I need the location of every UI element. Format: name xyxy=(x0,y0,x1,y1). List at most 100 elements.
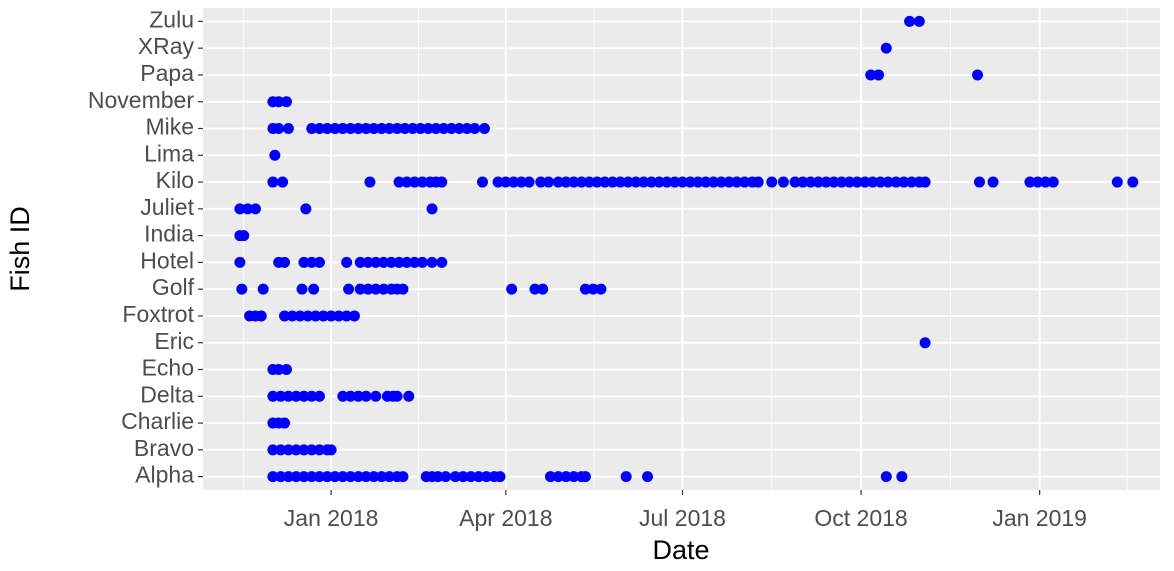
point xyxy=(236,283,248,295)
point xyxy=(919,337,931,349)
point xyxy=(279,310,291,322)
point xyxy=(715,176,727,188)
point xyxy=(368,123,380,134)
point xyxy=(560,471,572,483)
point xyxy=(348,310,360,322)
point xyxy=(445,123,457,134)
point xyxy=(383,471,395,483)
point xyxy=(325,310,337,322)
point xyxy=(438,123,450,134)
point xyxy=(302,310,314,322)
x-tick-label: Jan 2019 xyxy=(992,505,1087,531)
x-tick-label: Oct 2018 xyxy=(814,505,907,531)
point xyxy=(777,176,789,188)
point xyxy=(906,176,918,188)
point xyxy=(529,283,541,295)
point xyxy=(973,176,985,188)
point xyxy=(576,176,588,188)
point xyxy=(255,310,267,322)
point xyxy=(426,256,438,268)
point xyxy=(280,96,292,108)
point xyxy=(290,390,302,402)
x-axis-title: Date xyxy=(652,535,709,565)
point xyxy=(579,471,591,483)
point xyxy=(267,176,279,188)
point xyxy=(859,176,871,188)
point xyxy=(290,471,302,483)
point xyxy=(789,176,801,188)
y-tick-label: Alpha xyxy=(135,462,194,488)
point xyxy=(414,123,426,134)
point xyxy=(820,176,832,188)
point xyxy=(249,203,261,215)
point xyxy=(321,123,333,134)
point xyxy=(436,176,448,188)
point xyxy=(370,283,382,295)
point xyxy=(865,69,877,81)
point xyxy=(851,176,863,188)
point xyxy=(273,96,285,108)
y-tick-label: Mike xyxy=(145,114,194,140)
point xyxy=(898,176,910,188)
point xyxy=(275,390,287,402)
point xyxy=(370,256,382,268)
point xyxy=(544,471,556,483)
point xyxy=(515,176,527,188)
point xyxy=(317,310,329,322)
point xyxy=(364,176,376,188)
point xyxy=(449,471,461,483)
point xyxy=(723,176,735,188)
point xyxy=(378,283,390,295)
point xyxy=(313,390,325,402)
point xyxy=(440,471,452,483)
point xyxy=(298,471,310,483)
point xyxy=(306,256,318,268)
y-tick-label: Echo xyxy=(142,355,194,381)
point xyxy=(368,471,380,483)
point xyxy=(805,176,817,188)
point xyxy=(298,390,310,402)
point xyxy=(308,283,320,295)
point xyxy=(568,176,580,188)
point xyxy=(739,176,751,188)
point xyxy=(843,176,855,188)
point xyxy=(508,176,520,188)
point xyxy=(376,123,388,134)
point xyxy=(341,256,353,268)
x-tick-label: Jan 2018 xyxy=(284,505,379,531)
point xyxy=(378,256,390,268)
point xyxy=(343,283,355,295)
panel xyxy=(203,8,1160,490)
point xyxy=(282,444,294,456)
point xyxy=(362,283,374,295)
point xyxy=(296,283,308,295)
point xyxy=(401,176,413,188)
point xyxy=(453,123,465,134)
point xyxy=(280,364,292,375)
point xyxy=(896,471,908,483)
point xyxy=(360,390,372,402)
point xyxy=(275,471,287,483)
point xyxy=(506,283,518,295)
point xyxy=(595,283,607,295)
point xyxy=(279,417,291,429)
point xyxy=(352,471,364,483)
point xyxy=(622,176,634,188)
point xyxy=(836,176,848,188)
y-axis-title: Fish ID xyxy=(5,206,35,292)
point xyxy=(337,390,349,402)
point xyxy=(480,471,492,483)
point xyxy=(473,471,485,483)
point xyxy=(321,471,333,483)
point xyxy=(407,123,419,134)
point xyxy=(294,310,306,322)
point xyxy=(987,176,999,188)
y-tick-label: November xyxy=(88,87,194,113)
point xyxy=(290,444,302,456)
point xyxy=(409,176,421,188)
point xyxy=(630,176,642,188)
point xyxy=(913,15,925,27)
y-tick-label: Zulu xyxy=(149,6,194,32)
point xyxy=(310,310,322,322)
point xyxy=(591,176,603,188)
